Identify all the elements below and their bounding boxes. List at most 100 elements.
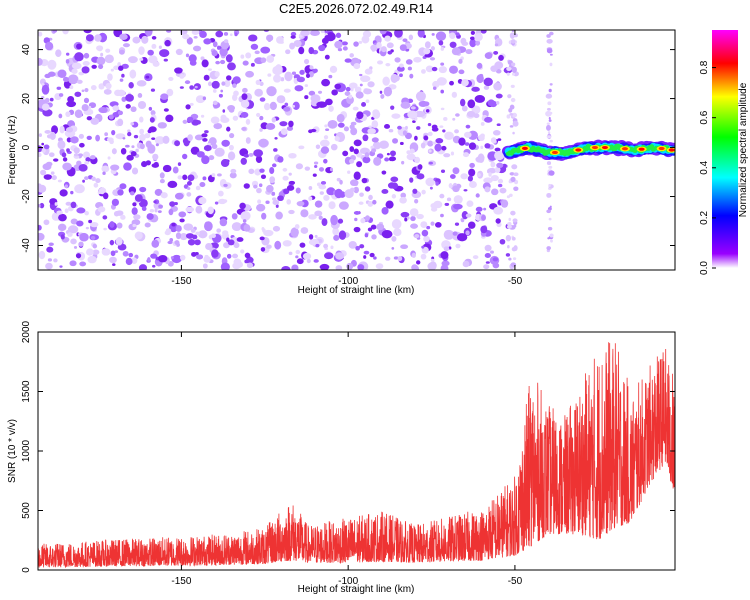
- heatmap-cell: [409, 177, 414, 183]
- heatmap-cell: [97, 45, 103, 52]
- heatmap-cell: [43, 219, 50, 226]
- heatmap-cell: [497, 183, 503, 188]
- heatmap-cell: [170, 256, 174, 260]
- heatmap-cell: [254, 50, 260, 55]
- heatmap-cell: [42, 109, 53, 117]
- heatmap-cell: [435, 138, 444, 144]
- heatmap-cell: [414, 156, 421, 164]
- heatmap-cell: [281, 265, 291, 270]
- heatmap-cell: [104, 132, 109, 137]
- heatmap-cell: [512, 131, 515, 135]
- heatmap-cell: [105, 82, 112, 90]
- heatmap-cell: [216, 45, 221, 50]
- heatmap-cell: [215, 30, 224, 38]
- heatmap-cell: [430, 221, 435, 226]
- heatmap-cell: [85, 157, 91, 162]
- heatmap-cell: [216, 228, 221, 233]
- heatmap-cell: [64, 184, 69, 189]
- heatmap-cell: [114, 250, 119, 253]
- heatmap-cell: [509, 125, 514, 128]
- heatmap-cell: [333, 234, 340, 241]
- heatmap-cell: [495, 100, 500, 105]
- heatmap-cell: [284, 71, 293, 82]
- heatmap-cell: [433, 200, 443, 209]
- heatmap-cell: [57, 223, 67, 232]
- heatmap-cell: [465, 213, 472, 218]
- heatmap-cell: [476, 172, 481, 177]
- heatmap-cell: [309, 30, 320, 37]
- heatmap-cell: [208, 155, 215, 161]
- heatmap-cell: [76, 79, 83, 84]
- heatmap-cell: [304, 84, 309, 87]
- heatmap-cell: [288, 152, 297, 159]
- heatmap-cell: [147, 129, 152, 134]
- heatmap-cell: [286, 126, 294, 131]
- heatmap-cell: [279, 121, 288, 127]
- heatmap-cell: [319, 139, 330, 147]
- heatmap-cell: [171, 254, 182, 264]
- heatmap-cell: [399, 196, 407, 204]
- heatmap-cell: [211, 80, 220, 89]
- heatmap-cell: [353, 41, 359, 47]
- heatmap-cell: [201, 59, 209, 68]
- heatmap-cell: [353, 148, 359, 155]
- heatmap-cell: [110, 68, 114, 72]
- heatmap-cell: [391, 246, 395, 250]
- heatmap-cell: [250, 62, 255, 67]
- heatmap-cell: [243, 183, 250, 189]
- heatmap-cell: [465, 49, 473, 55]
- heatmap-cell: [319, 263, 330, 270]
- heatmap-cell: [100, 52, 104, 57]
- heatmap-cell: [475, 193, 480, 198]
- heatmap-cell: [44, 73, 51, 79]
- heatmap-cell: [414, 135, 418, 141]
- heatmap-cell: [269, 176, 276, 184]
- heatmap-cell: [381, 206, 389, 215]
- heatmap-cell: [125, 144, 130, 148]
- heatmap-cell: [195, 231, 200, 235]
- heatmap-cell: [88, 219, 93, 224]
- heatmap-cell: [394, 30, 403, 38]
- heatmap-cell: [425, 177, 435, 187]
- heatmap-cell: [126, 154, 134, 161]
- heatmap-cell: [493, 50, 499, 55]
- heatmap-cell: [130, 151, 137, 157]
- heatmap-cell: [434, 143, 442, 152]
- heatmap-y-axis: -40 -20 0 20 40: [21, 44, 675, 253]
- heatmap-cell: [399, 141, 404, 145]
- heatmap-cell: [169, 238, 174, 242]
- heatmap-cell: [119, 33, 128, 40]
- heatmap-signal-peak-core: [551, 150, 558, 155]
- heatmap-cell: [109, 221, 115, 228]
- snr-x-tick-label: -50: [508, 576, 523, 587]
- heatmap-cell: [397, 255, 403, 262]
- heatmap-cell: [441, 240, 451, 250]
- heatmap-cell: [423, 135, 429, 141]
- heatmap-cell: [295, 187, 301, 194]
- heatmap-cell: [65, 52, 70, 56]
- heatmap-cell: [391, 219, 402, 229]
- heatmap-cell: [466, 110, 476, 118]
- heatmap-cell: [470, 30, 475, 35]
- heatmap-x-axis-label: Height of straight line (km): [298, 285, 415, 296]
- heatmap-cell: [132, 36, 141, 44]
- heatmap-cell: [390, 105, 395, 110]
- heatmap-cell: [442, 129, 446, 133]
- heatmap-cell: [101, 248, 111, 256]
- heatmap-cell: [73, 245, 78, 249]
- heatmap-cell: [245, 52, 252, 59]
- heatmap-cell: [163, 108, 169, 112]
- heatmap-cell: [260, 46, 271, 54]
- heatmap-cell: [484, 116, 493, 123]
- heatmap-cell: [475, 206, 483, 212]
- heatmap-cell: [259, 236, 265, 241]
- heatmap-cell: [279, 40, 284, 44]
- heatmap-cell: [163, 58, 168, 62]
- heatmap-cell: [342, 150, 349, 157]
- heatmap-cell: [355, 245, 360, 251]
- heatmap-cell: [458, 69, 465, 75]
- heatmap-cell: [139, 128, 145, 135]
- heatmap-cell: [229, 132, 235, 139]
- heatmap-cell: [102, 215, 108, 220]
- heatmap-cell: [461, 78, 469, 87]
